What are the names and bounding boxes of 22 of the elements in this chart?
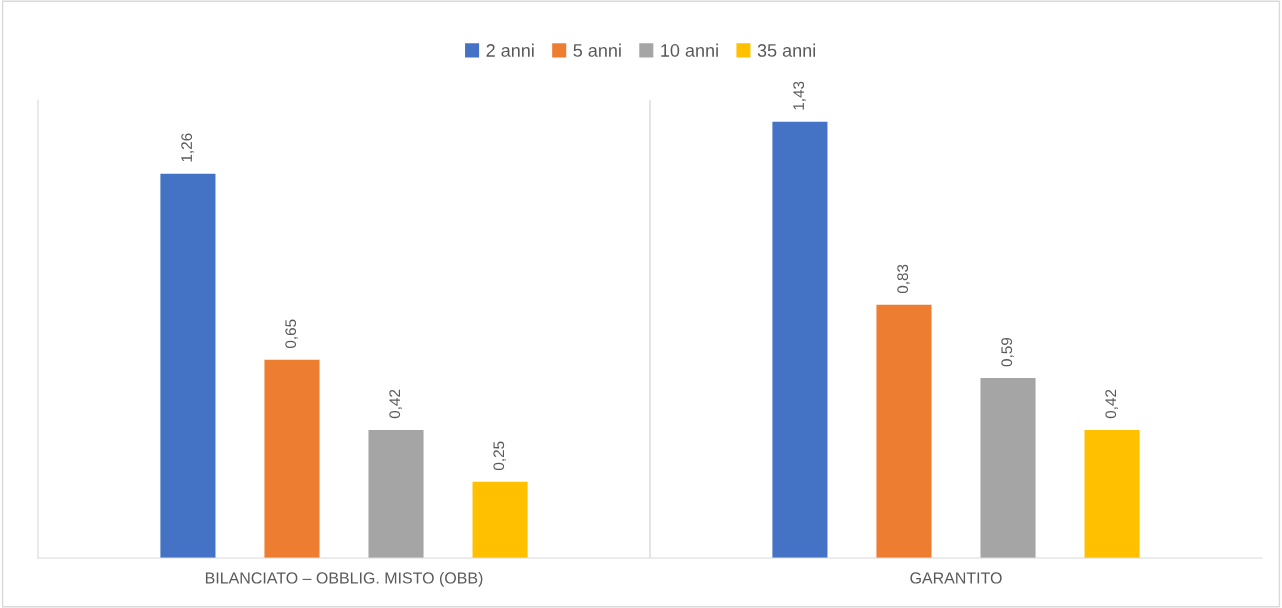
bar bbox=[876, 304, 932, 558]
x-tick-label: BILANCIATO – OBBLIG. MISTO (OBB) bbox=[205, 571, 483, 587]
bar bbox=[472, 481, 528, 558]
data-label: 1,26 bbox=[181, 133, 194, 162]
legend-label: 35 anni bbox=[757, 43, 816, 57]
data-label: 0,83 bbox=[897, 264, 910, 294]
bar bbox=[980, 378, 1036, 558]
data-label: 0,42 bbox=[1105, 389, 1118, 419]
legend-label: 5 anni bbox=[573, 43, 621, 57]
bar bbox=[160, 173, 216, 558]
data-label: 1,43 bbox=[793, 81, 806, 110]
x-tick-label: GARANTITO bbox=[910, 572, 1002, 584]
bar bbox=[264, 359, 320, 558]
data-label: 0,42 bbox=[389, 389, 402, 419]
data-label: 0,65 bbox=[285, 319, 298, 349]
legend-label: 2 anni bbox=[486, 43, 534, 57]
bar bbox=[772, 121, 828, 558]
data-label: 0,59 bbox=[1001, 337, 1014, 367]
legend-label: 10 anni bbox=[661, 43, 718, 57]
bar bbox=[368, 429, 424, 558]
data-label: 0,25 bbox=[493, 441, 506, 471]
bar bbox=[1084, 429, 1140, 558]
